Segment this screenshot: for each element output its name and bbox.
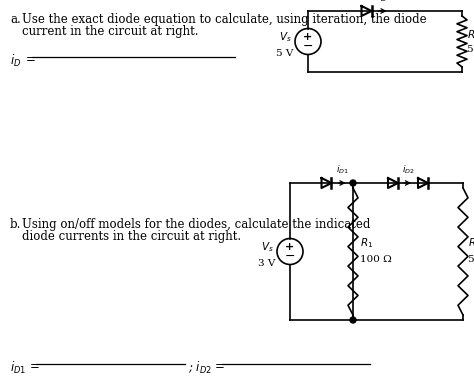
Text: ; $i_{D2}$: ; $i_{D2}$: [188, 360, 212, 376]
Text: =: =: [215, 360, 225, 373]
Text: −: −: [303, 40, 313, 53]
Text: $V_s$: $V_s$: [261, 241, 274, 255]
Circle shape: [350, 317, 356, 323]
Text: =: =: [30, 360, 40, 373]
Text: Use the exact diode equation to calculate, using iteration, the diode: Use the exact diode equation to calculat…: [22, 13, 427, 26]
Text: 3 V: 3 V: [258, 260, 275, 268]
Text: $R_2$: $R_2$: [468, 237, 474, 250]
Text: a.: a.: [10, 13, 21, 26]
Text: $i_{D1}$: $i_{D1}$: [337, 163, 349, 176]
Text: $i_{D2}$: $i_{D2}$: [402, 163, 415, 176]
Text: +: +: [285, 241, 295, 251]
Text: $i_D$: $i_D$: [10, 53, 21, 69]
Circle shape: [350, 180, 356, 186]
Text: $i_{D1}$: $i_{D1}$: [10, 360, 26, 376]
Text: 500 Ω: 500 Ω: [468, 255, 474, 264]
Text: $R$: $R$: [467, 28, 474, 40]
Text: b.: b.: [10, 218, 21, 231]
Text: $R_1$: $R_1$: [360, 237, 373, 250]
Text: $i_D$: $i_D$: [377, 0, 388, 4]
Text: current in the circuit at right.: current in the circuit at right.: [22, 25, 199, 38]
Text: 100 Ω: 100 Ω: [360, 255, 392, 264]
Text: −: −: [285, 250, 295, 263]
Text: diode currents in the circuit at right.: diode currents in the circuit at right.: [22, 230, 241, 243]
Text: 5 V: 5 V: [275, 50, 293, 59]
Text: =: =: [26, 53, 36, 66]
Text: 500 Ω: 500 Ω: [467, 45, 474, 54]
Text: +: +: [303, 31, 313, 42]
Text: $V_s$: $V_s$: [279, 31, 292, 44]
Text: Using on/off models for the diodes, calculate the indicated: Using on/off models for the diodes, calc…: [22, 218, 370, 231]
